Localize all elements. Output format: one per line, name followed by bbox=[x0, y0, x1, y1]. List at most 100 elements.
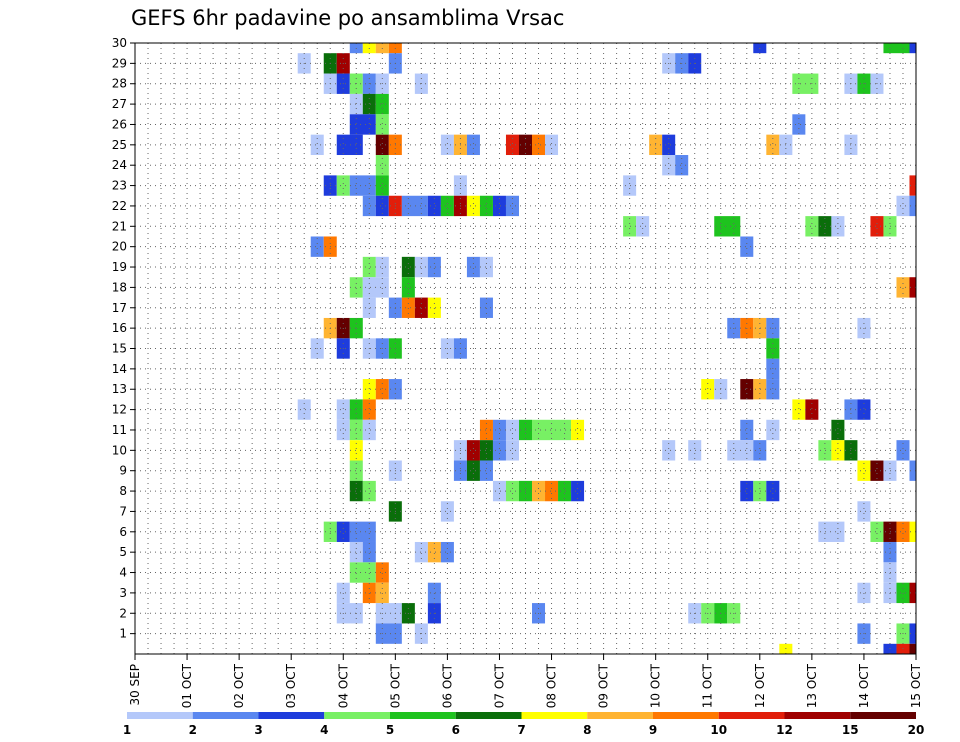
heatmap-cell bbox=[883, 541, 897, 563]
colorbar-swatch bbox=[192, 712, 259, 719]
y-tick-label: 13 bbox=[112, 382, 127, 396]
heatmap-cell bbox=[427, 541, 441, 563]
x-tick-label: 02 OCT bbox=[232, 663, 246, 708]
heatmap-cell bbox=[623, 216, 637, 237]
colorbar-label: 6 bbox=[452, 723, 460, 737]
heatmap-cell bbox=[479, 256, 493, 278]
x-tick-label: 30 SEP bbox=[128, 664, 142, 706]
heatmap-cell bbox=[896, 582, 910, 604]
heatmap-cell bbox=[336, 134, 363, 156]
heatmap-cell bbox=[662, 440, 676, 461]
y-tick-label: 15 bbox=[112, 342, 127, 356]
colorbar-swatch bbox=[455, 712, 522, 719]
heatmap-cell bbox=[375, 134, 389, 156]
heatmap-cell bbox=[740, 236, 754, 257]
y-tick-label: 28 bbox=[112, 77, 127, 91]
colorbar-swatch bbox=[127, 712, 193, 719]
heatmap-cell bbox=[909, 277, 916, 298]
y-tick-label: 14 bbox=[112, 362, 127, 376]
heatmap-cell bbox=[479, 195, 493, 217]
heatmap-cell bbox=[505, 195, 519, 217]
y-tick-label: 12 bbox=[112, 403, 127, 417]
heatmap-cell bbox=[310, 236, 324, 257]
heatmap-cell bbox=[740, 379, 754, 400]
colorbar-swatch bbox=[784, 712, 851, 719]
heatmap-cell bbox=[414, 256, 428, 278]
y-tick-label: 21 bbox=[112, 219, 127, 233]
colorbar-label: 8 bbox=[583, 723, 591, 737]
heatmap-cell bbox=[896, 277, 910, 298]
heatmap-cell bbox=[766, 419, 780, 441]
heatmap-cell bbox=[623, 175, 637, 196]
heatmap-cell bbox=[675, 155, 689, 176]
heatmap-cell bbox=[883, 460, 897, 481]
heatmap-cell bbox=[766, 134, 780, 156]
heatmap-cell bbox=[336, 175, 350, 196]
heatmap-cell bbox=[831, 216, 845, 237]
heatmap-cell bbox=[805, 216, 819, 237]
colorbar-swatch bbox=[587, 712, 653, 719]
heatmap-cell bbox=[818, 216, 832, 237]
heatmap-cell bbox=[545, 134, 559, 156]
heatmap-cell bbox=[375, 562, 389, 583]
heatmap-cell bbox=[362, 93, 376, 115]
colorbar-label: 9 bbox=[649, 723, 657, 737]
x-tick-label: 11 OCT bbox=[701, 663, 715, 708]
y-tick-label: 18 bbox=[112, 280, 127, 294]
heatmap-cell bbox=[479, 460, 493, 481]
y-tick-label: 9 bbox=[119, 464, 127, 478]
y-tick-label: 3 bbox=[119, 586, 127, 600]
heatmap-cell bbox=[401, 195, 428, 217]
heatmap-cell bbox=[427, 195, 441, 217]
heatmap-cell bbox=[375, 155, 389, 176]
heatmap-cell bbox=[375, 114, 389, 135]
x-tick-label: 10 OCT bbox=[649, 663, 663, 708]
heatmap-cell bbox=[545, 480, 559, 502]
gridlines bbox=[135, 42, 916, 654]
heatmap-cell bbox=[831, 419, 845, 441]
y-axis: 1234567891011121314151617181920212223242… bbox=[112, 36, 135, 641]
heatmap-cell bbox=[662, 155, 676, 176]
heatmap-cell bbox=[505, 440, 519, 461]
heatmap-cell bbox=[766, 480, 780, 502]
y-tick-label: 4 bbox=[119, 566, 127, 580]
heatmap-cell bbox=[857, 501, 871, 522]
x-tick-label: 13 OCT bbox=[805, 663, 819, 708]
heatmap-cell bbox=[440, 134, 454, 156]
heatmap-cell bbox=[505, 134, 519, 156]
heatmap-cell bbox=[883, 216, 897, 237]
heatmap-cell bbox=[532, 419, 572, 441]
heatmap-cell bbox=[870, 216, 884, 237]
heatmap-cell bbox=[310, 134, 324, 156]
heatmap-cell bbox=[753, 440, 767, 461]
heatmap-cell bbox=[362, 297, 376, 318]
heatmap-cell bbox=[883, 582, 897, 604]
heatmap-cell bbox=[558, 480, 572, 502]
heatmap-cell bbox=[505, 419, 519, 441]
heatmap-cell bbox=[349, 175, 376, 196]
heatmap-cell bbox=[479, 419, 493, 441]
heatmap-cell bbox=[427, 256, 441, 278]
heatmap-cell bbox=[401, 277, 415, 298]
heatmap-cell bbox=[792, 399, 806, 420]
heatmap-cell bbox=[427, 582, 441, 604]
heatmap-cell bbox=[375, 603, 402, 624]
heatmap-cell bbox=[870, 521, 884, 542]
heatmap-cell bbox=[336, 419, 350, 441]
y-tick-label: 11 bbox=[112, 423, 127, 437]
heatmap-cell bbox=[532, 480, 546, 502]
y-tick-label: 10 bbox=[112, 443, 127, 457]
heatmap-cell bbox=[375, 195, 389, 217]
heatmap-cell bbox=[349, 440, 363, 461]
heatmap-cell bbox=[349, 562, 376, 583]
heatmap-cell bbox=[349, 277, 363, 298]
heatmap-cell bbox=[740, 419, 754, 441]
heatmap-cell bbox=[440, 541, 454, 563]
heatmap-cell bbox=[909, 623, 916, 644]
heatmap-cell bbox=[466, 195, 480, 217]
heatmap-cell bbox=[571, 419, 585, 441]
heatmap-cell bbox=[336, 399, 350, 420]
heatmap-cell bbox=[375, 623, 402, 644]
heatmap-cell bbox=[401, 297, 415, 318]
x-tick-label: 03 OCT bbox=[284, 663, 298, 708]
